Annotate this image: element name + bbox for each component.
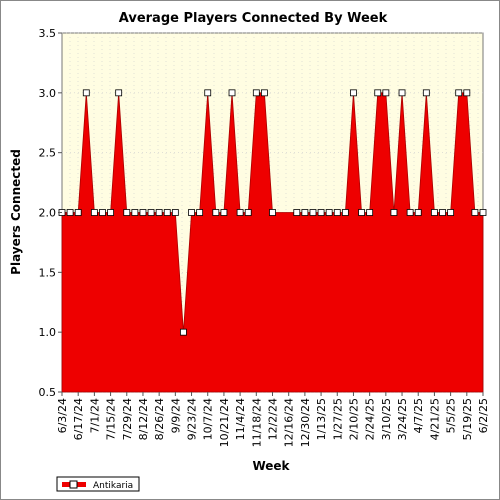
data-point [301,209,309,216]
data-point [261,89,268,97]
data-point [155,209,163,216]
x-tick-label: 3/24/25 [396,398,409,440]
data-point [163,209,171,216]
x-tick-label: 12/30/24 [299,398,312,447]
x-tick-label: 5/5/25 [445,398,458,433]
data-point [252,89,260,97]
data-point [309,209,317,216]
x-tick-label: 2/10/25 [347,398,360,440]
x-tick-label: 8/12/24 [137,398,150,440]
data-point [107,209,114,216]
legend-label: Antikaria [93,481,133,491]
y-tick-label: 3.0 [39,87,57,100]
data-point [180,328,187,336]
data-point [123,209,131,216]
x-tick-label: 5/19/25 [461,398,474,440]
data-point [131,209,139,216]
y-tick-label: 2.0 [39,207,57,220]
data-point [147,209,155,216]
y-axis: 0.5 1.0 1.5 2.0 2.5 3.0 3.5 [39,27,62,399]
data-point [212,209,220,216]
x-tick-label: 7/1/24 [88,398,101,433]
data-point [479,209,487,216]
data-point [236,209,244,216]
x-tick-label: 8/26/24 [153,398,166,440]
x-tick-label: 12/2/24 [267,398,280,440]
data-point [204,89,212,97]
data-point [82,89,90,97]
data-point [398,89,406,97]
y-axis-title: Players Connected [9,149,23,275]
x-tick-label: 7/15/24 [105,398,118,440]
data-point [471,209,479,216]
y-tick-label: 2.5 [39,147,57,160]
x-tick-label: 6/3/24 [56,398,69,433]
x-axis-title: Week [252,459,290,473]
legend: Antikaria [56,476,140,492]
x-tick-label: 9/23/24 [186,398,199,440]
chart-title: Average Players Connected By Week [119,11,388,26]
data-point [269,209,276,216]
data-point [74,209,82,216]
data-point [90,209,98,216]
data-point [244,209,252,216]
data-point [317,209,325,216]
data-point [115,89,123,97]
data-point [350,89,357,97]
data-point [293,209,301,216]
data-point [422,89,430,97]
x-tick-label: 9/9/24 [169,398,182,433]
data-point [196,209,204,216]
data-point [431,209,438,216]
data-point [333,209,341,216]
data-point [228,89,236,97]
x-tick-label: 11/18/24 [250,398,263,447]
data-point [414,209,422,216]
legend-marker [69,480,78,489]
y-tick-label: 1.0 [39,326,57,339]
data-point [390,209,398,216]
data-point [66,209,74,216]
data-point [99,209,106,216]
x-tick-label: 10/7/24 [202,398,215,440]
data-point [188,209,195,216]
data-point [406,209,414,216]
data-point [220,209,228,216]
data-point [463,89,471,97]
data-point [325,209,333,216]
data-point [171,209,179,216]
x-tick-label: 4/7/25 [412,398,425,433]
data-point [382,89,390,97]
data-point [455,89,463,97]
data-point [139,209,147,216]
x-tick-label: 7/29/24 [121,398,134,440]
data-point [374,89,382,97]
data-point [447,209,455,216]
x-tick-label: 11/4/24 [234,398,247,440]
x-tick-label: 6/17/24 [72,398,85,440]
y-tick-label: 3.5 [39,27,57,40]
data-point [439,209,446,216]
x-tick-label: 1/27/25 [331,398,344,440]
x-tick-label: 2/24/25 [364,398,377,440]
data-point [366,209,374,216]
x-tick-label: 6/2/25 [477,398,490,433]
x-axis: 6/3/24 6/17/24 7/1/24 7/15/24 7/29/24 8/12/24… [56,392,490,447]
x-tick-label: 12/16/24 [283,398,296,447]
x-tick-label: 4/21/25 [428,398,441,440]
y-tick-label: 1.5 [39,266,57,279]
x-tick-label: 1/13/25 [315,398,328,440]
x-tick-label: 10/21/24 [218,398,231,447]
y-tick-label: 0.5 [39,386,57,399]
x-tick-label: 3/10/25 [380,398,393,440]
data-point [341,209,349,216]
data-point [358,209,365,216]
